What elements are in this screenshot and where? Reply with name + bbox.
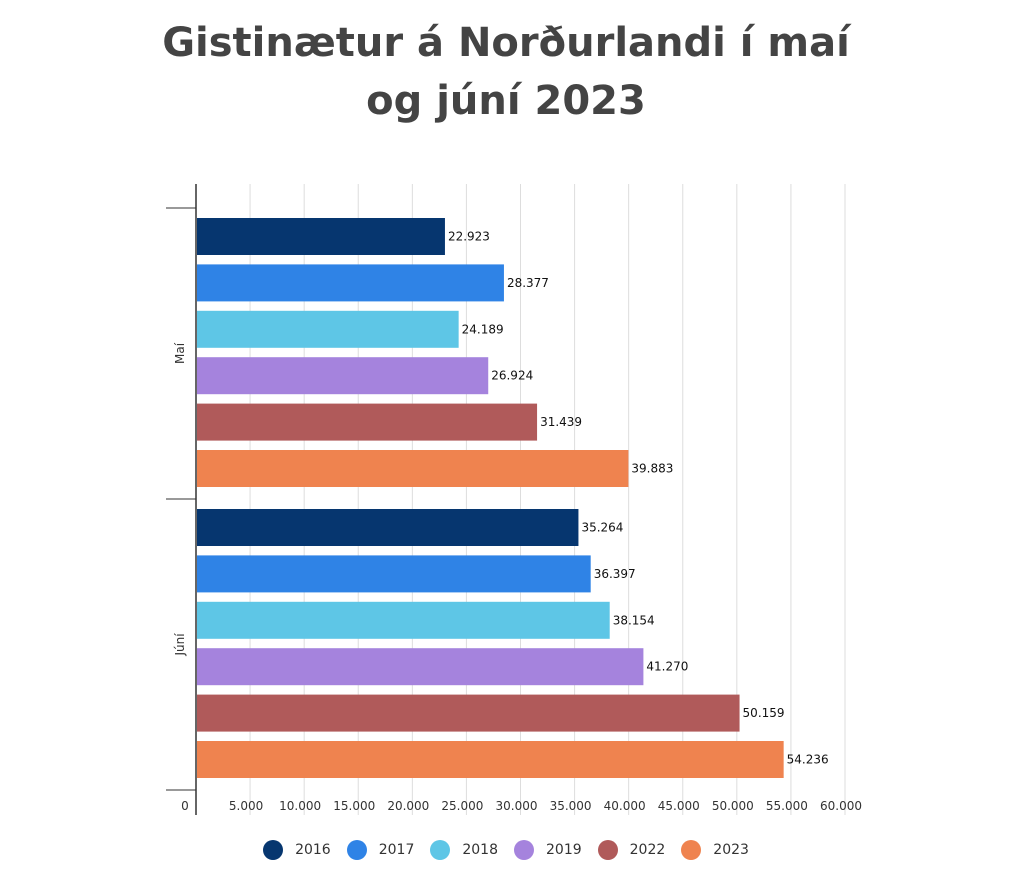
data-label: 22.923 xyxy=(448,230,490,244)
x-tick-label: 60.000 xyxy=(820,799,862,813)
data-label: 50.159 xyxy=(743,706,785,720)
legend-label: 2016 xyxy=(295,842,331,858)
bar xyxy=(197,509,579,546)
legend-item[interactable]: 2017 xyxy=(346,840,415,860)
legend-label: 2022 xyxy=(629,842,666,858)
bar xyxy=(197,310,459,348)
x-tick-label: 15.000 xyxy=(333,799,375,813)
bar xyxy=(197,218,445,255)
bar xyxy=(197,357,489,395)
data-label: 26.924 xyxy=(491,369,533,383)
data-label: 31.439 xyxy=(540,415,582,429)
data-label: 24.189 xyxy=(462,322,504,336)
bars xyxy=(197,218,784,778)
bar xyxy=(197,741,784,778)
chart-title: Gistinætur á Norðurlandi í maí og júní 2… xyxy=(0,14,1012,130)
legend-swatch xyxy=(514,840,534,860)
data-label: 39.883 xyxy=(631,462,673,476)
y-category-label: Júní xyxy=(173,633,187,657)
data-label: 41.270 xyxy=(646,660,688,674)
bar xyxy=(197,555,591,593)
legend-swatch xyxy=(346,840,367,860)
data-label: 36.397 xyxy=(594,567,636,581)
legend-item[interactable]: 2023 xyxy=(681,840,749,860)
axes: 0 5.000 10.000 15.000 20.000 25.000 30.000 35.0… xyxy=(166,184,862,815)
x-tick-label: 55.000 xyxy=(766,799,808,813)
bar xyxy=(197,264,504,302)
x-tick-label: 25.000 xyxy=(441,799,483,813)
x-tick-label: 20.000 xyxy=(387,799,429,813)
legend-label: 2023 xyxy=(713,842,749,858)
legend-item[interactable]: 2022 xyxy=(597,840,666,860)
bar xyxy=(197,403,538,441)
chart-title-line-1: Gistinætur á Norðurlandi í maí xyxy=(162,20,850,66)
legend-item[interactable]: 2016 xyxy=(263,840,331,860)
legend: 2016 2017 2018 2019 2022 2023 xyxy=(0,840,1012,860)
legend-item[interactable]: 2019 xyxy=(514,840,582,860)
x-tick-label: 45.000 xyxy=(658,799,700,813)
legend-label: 2017 xyxy=(378,842,415,858)
legend-label: 2019 xyxy=(546,842,582,858)
legend-item[interactable]: 2018 xyxy=(430,840,498,860)
bar xyxy=(197,694,740,732)
data-label: 35.264 xyxy=(581,521,623,535)
legend-label: 2018 xyxy=(462,842,498,858)
data-labels: 22.923 28.377 24.189 26.924 31.439 39.883 35.2… xyxy=(448,230,829,767)
x-tick-label: 5.000 xyxy=(229,799,263,813)
bar xyxy=(197,601,610,639)
legend-swatch xyxy=(430,840,451,860)
data-label: 54.236 xyxy=(787,753,829,767)
x-tick-label: 0 xyxy=(181,799,189,813)
legend-swatch xyxy=(263,840,284,860)
chart-title-line-2: og júní 2023 xyxy=(366,78,646,124)
y-category-label: Maí xyxy=(173,342,187,364)
x-tick-label: 10.000 xyxy=(279,799,321,813)
bar xyxy=(197,648,644,686)
x-tick-label: 35.000 xyxy=(550,799,592,813)
bar xyxy=(197,450,629,487)
x-tick-label: 40.000 xyxy=(604,799,646,813)
data-label: 38.154 xyxy=(613,613,655,627)
legend-swatch xyxy=(597,840,618,860)
x-tick-label: 50.000 xyxy=(712,799,754,813)
legend-swatch xyxy=(681,840,702,860)
data-label: 28.377 xyxy=(507,276,549,290)
x-tick-label: 30.000 xyxy=(496,799,538,813)
